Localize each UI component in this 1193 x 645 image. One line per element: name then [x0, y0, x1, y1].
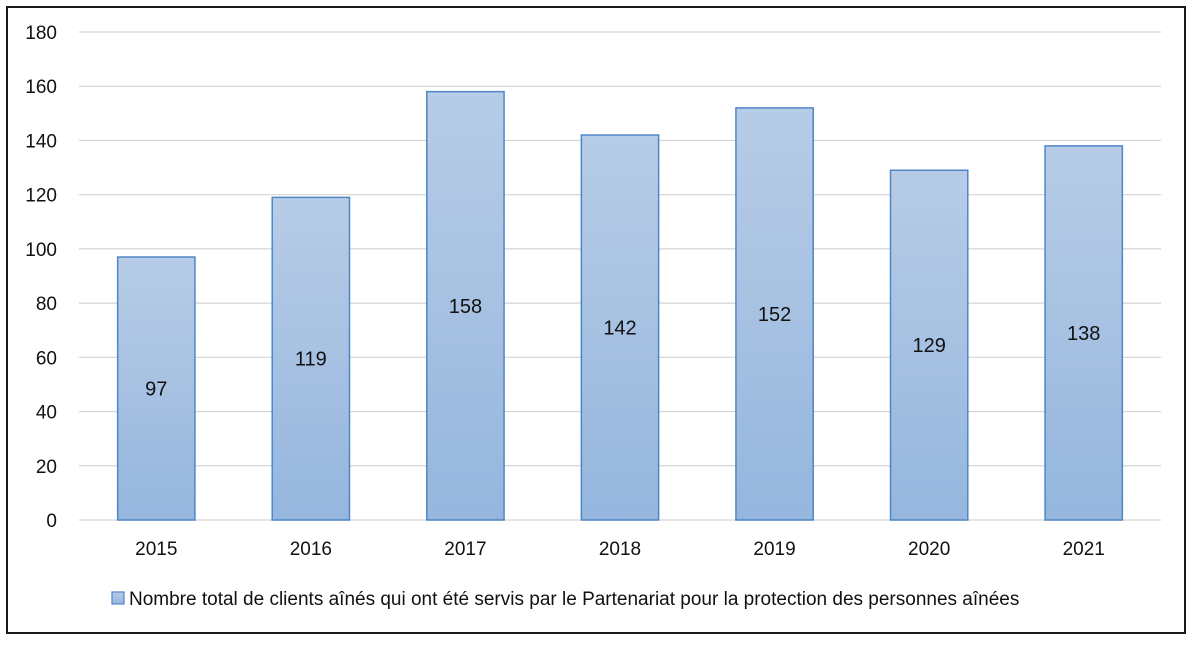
x-tick-label: 2019	[753, 539, 795, 560]
y-tick-label: 0	[46, 511, 57, 532]
chart-frame: 0 20 40 60 80 100 120 140 160 180 97 119 158 142 152 1…	[6, 6, 1186, 634]
data-label-2021: 138	[1067, 323, 1100, 345]
y-tick-label: 160	[25, 77, 57, 98]
y-tick-label: 140	[25, 131, 57, 152]
legend: Nombre total de clients aînés qui ont ét…	[111, 589, 1019, 610]
x-tick-label: 2021	[1063, 539, 1105, 560]
y-tick-label: 120	[25, 186, 57, 207]
y-tick-label: 180	[25, 23, 57, 44]
data-label-2016: 119	[295, 349, 327, 371]
y-axis-ticks: 0 20 40 60 80 100 120 140 160 180	[25, 23, 57, 532]
x-tick-label: 2020	[908, 539, 950, 560]
bar-2021	[1044, 145, 1124, 521]
y-tick-label: 60	[36, 348, 57, 369]
y-tick-label: 20	[36, 457, 57, 478]
x-axis-ticks: 2015 2016 2017 2018 2019 2020 2021	[135, 539, 1105, 560]
data-label-2015: 97	[145, 379, 167, 401]
bar-2020	[889, 169, 969, 521]
data-label-2020: 129	[912, 335, 945, 357]
legend-swatch	[111, 591, 125, 605]
data-label-2019: 152	[758, 304, 791, 326]
data-label-2018: 142	[603, 318, 636, 340]
bar-2019	[735, 107, 814, 521]
y-tick-label: 100	[25, 240, 57, 261]
x-tick-label: 2017	[444, 539, 486, 560]
legend-label: Nombre total de clients aînés qui ont ét…	[129, 589, 1019, 610]
x-tick-label: 2016	[290, 539, 332, 560]
data-label-2017: 158	[449, 296, 482, 318]
x-tick-label: 2015	[135, 539, 177, 560]
data-labels: 97 119 158 142 152 129 138	[145, 296, 1100, 401]
y-tick-label: 80	[36, 294, 57, 315]
y-tick-label: 40	[36, 403, 57, 424]
bar-chart: 0 20 40 60 80 100 120 140 160 180 97 119 158 142 152 1…	[25, 23, 1161, 610]
bar-2015	[116, 256, 196, 521]
bar-2017	[426, 90, 505, 521]
bar-2018	[580, 134, 660, 521]
x-tick-label: 2018	[599, 539, 641, 560]
bar-2016	[271, 196, 351, 521]
bars	[116, 90, 1124, 521]
